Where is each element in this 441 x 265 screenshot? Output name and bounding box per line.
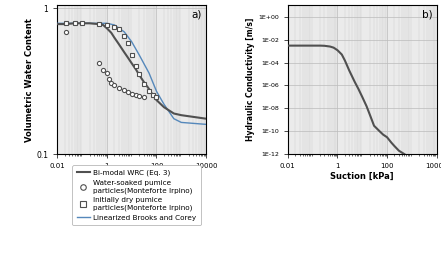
Y-axis label: Volumetric Water Content: Volumetric Water Content xyxy=(25,18,34,142)
X-axis label: Suction [kPa]: Suction [kPa] xyxy=(100,172,164,181)
Text: a): a) xyxy=(191,10,202,20)
Legend: Bi-modal WRC (Eq. 3), Water-soaked pumice
particles(Monteforte Irpino), Initiall: Bi-modal WRC (Eq. 3), Water-soaked pumic… xyxy=(72,165,201,225)
X-axis label: Suction [kPa]: Suction [kPa] xyxy=(330,172,394,181)
Text: b): b) xyxy=(422,10,432,20)
Y-axis label: Hydraulic Conductivity [m/s]: Hydraulic Conductivity [m/s] xyxy=(247,18,255,142)
